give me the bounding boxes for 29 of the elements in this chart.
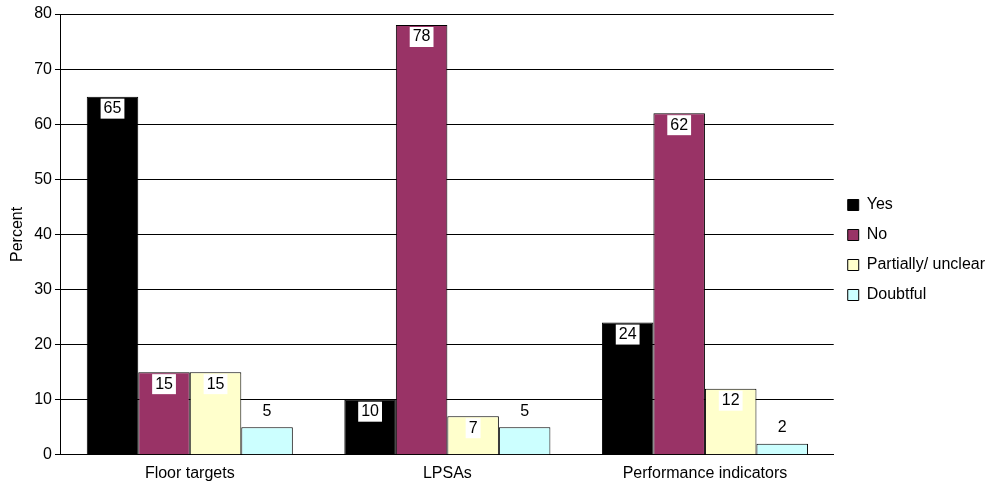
y-tick-label: 20 [34,335,53,353]
data-label: 78 [412,27,431,45]
data-label: 62 [670,115,689,133]
data-label: 5 [262,401,272,419]
legend-label: No [866,225,888,243]
y-axis-title: Percent [8,206,26,262]
legend-label: Partially/ unclear [866,255,986,273]
data-label: 12 [721,391,740,409]
data-label: 2 [777,418,787,436]
data-label: 7 [468,418,478,436]
y-tick-label: 70 [34,59,53,77]
y-tick-label: 30 [34,279,53,297]
y-tick-label: 60 [34,114,53,132]
legend-label: Yes [866,195,893,213]
x-tick-label: Floor targets [144,463,235,481]
y-tick-label: 10 [34,390,53,408]
data-label: 24 [618,324,637,342]
y-tick-label: 0 [43,445,53,463]
data-label: 15 [155,374,174,392]
y-tick-label: 40 [34,224,53,242]
data-label: 5 [520,401,530,419]
x-tick-label: Performance indicators [622,463,788,481]
data-label: 65 [103,99,122,117]
data-label: 10 [361,402,380,420]
y-tick-label: 50 [34,169,53,187]
x-tick-label: LPSAs [422,463,472,481]
y-tick-label: 80 [34,4,53,22]
legend-label: Doubtful [866,285,927,303]
data-label: 15 [206,374,225,392]
